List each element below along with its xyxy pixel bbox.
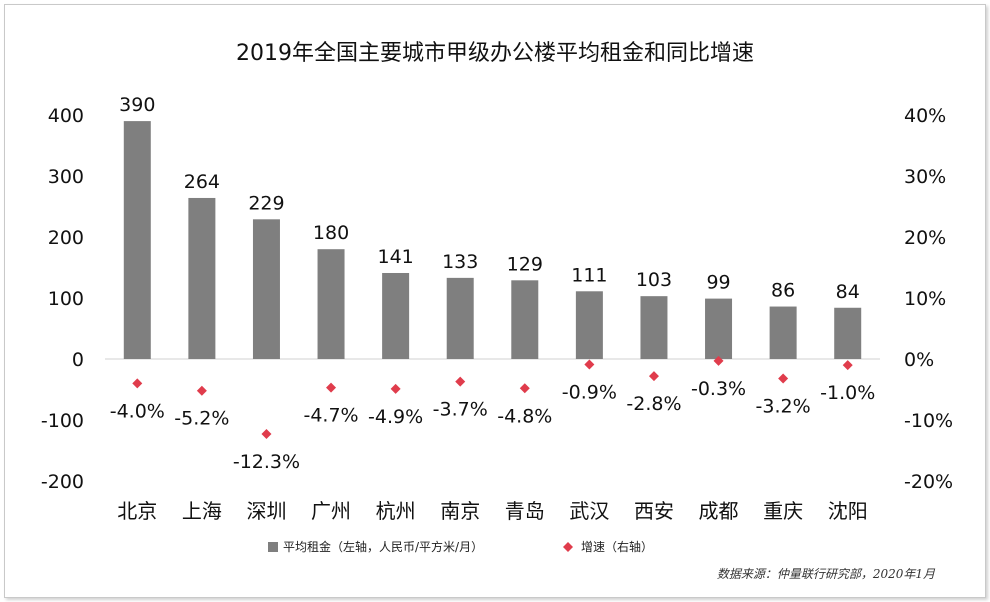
right-tick-label: 40% bbox=[904, 105, 946, 127]
category-label: 成都 bbox=[699, 499, 739, 523]
bar bbox=[446, 277, 474, 359]
growth-marker bbox=[390, 383, 401, 394]
growth-value-label: -1.0% bbox=[820, 382, 875, 404]
left-tick-label: -100 bbox=[41, 410, 84, 432]
left-tick-label: 100 bbox=[48, 288, 84, 310]
growth-value-label: -4.0% bbox=[110, 400, 165, 422]
growth-marker bbox=[842, 360, 853, 371]
right-tick-label: 0% bbox=[904, 349, 934, 371]
growth-marker bbox=[648, 371, 659, 382]
bar-value-label: 390 bbox=[119, 94, 155, 116]
category-labels: 北京 上海 深圳 广州 杭州 南京 青岛 武汉 西安 成都 重庆 沈阳 bbox=[117, 499, 867, 523]
chart-title: 2019年全国主要城市甲级办公楼平均租金和同比增速 bbox=[236, 41, 754, 66]
growth-marker bbox=[778, 373, 789, 384]
bar bbox=[188, 197, 216, 359]
left-tick-label: 0 bbox=[72, 349, 84, 371]
growth-value-label: -5.2% bbox=[174, 408, 229, 430]
bar bbox=[382, 272, 410, 359]
growth-marker bbox=[196, 385, 207, 396]
right-tick-label: -20% bbox=[904, 471, 953, 493]
category-label: 北京 bbox=[117, 499, 157, 523]
category-label: 沈阳 bbox=[828, 499, 868, 523]
bar bbox=[575, 291, 603, 359]
category-label: 杭州 bbox=[376, 499, 416, 523]
bar-value-label: 99 bbox=[706, 272, 730, 294]
growth-marker bbox=[261, 429, 272, 440]
bar-value-label: 180 bbox=[313, 222, 349, 244]
bar-value-label: 141 bbox=[377, 246, 413, 268]
legend-bar-swatch bbox=[268, 542, 278, 552]
growth-value-label: -4.9% bbox=[368, 406, 423, 428]
category-label: 广州 bbox=[311, 499, 351, 523]
legend: 平均租金（左轴，人民币/平方米/月） 增速（右轴） bbox=[268, 539, 653, 554]
bar-value-label: 103 bbox=[636, 269, 672, 291]
growth-marker bbox=[519, 383, 530, 394]
left-tick-label: 200 bbox=[48, 227, 84, 249]
legend-growth-label: 增速（右轴） bbox=[581, 539, 653, 554]
bar-value-label: 86 bbox=[771, 280, 795, 302]
right-tick-label: 30% bbox=[904, 166, 946, 188]
growth-value-label: -2.8% bbox=[626, 393, 681, 415]
bar bbox=[511, 280, 539, 359]
growth-value-label: -12.3% bbox=[233, 451, 300, 473]
bar-value-label: 84 bbox=[836, 281, 860, 303]
growth-marker bbox=[713, 355, 724, 366]
category-label: 西安 bbox=[634, 499, 674, 523]
bar-series bbox=[123, 121, 862, 359]
right-axis: 40% 30% 20% 10% 0% -10% -20% bbox=[904, 105, 953, 493]
source-note: 数据来源：仲量联行研究部，2020年1月 bbox=[717, 567, 936, 581]
left-tick-label: 300 bbox=[48, 166, 84, 188]
category-label: 重庆 bbox=[763, 499, 803, 523]
bar bbox=[769, 306, 797, 359]
category-label: 上海 bbox=[182, 499, 222, 523]
category-label: 深圳 bbox=[246, 499, 286, 523]
left-tick-label: 400 bbox=[48, 105, 84, 127]
bar-value-label: 229 bbox=[248, 192, 284, 214]
bar bbox=[123, 121, 151, 359]
growth-marker bbox=[132, 378, 143, 389]
left-tick-label: -200 bbox=[41, 471, 84, 493]
growth-marker bbox=[326, 382, 337, 393]
growth-value-label: -3.7% bbox=[433, 399, 488, 421]
right-tick-label: 20% bbox=[904, 227, 946, 249]
category-label: 南京 bbox=[440, 499, 480, 523]
growth-marker bbox=[455, 376, 466, 387]
growth-data-labels: -4.0% -5.2%-12.3% -4.7% -4.9% -3.7% -4.8% -0.9… bbox=[110, 378, 876, 473]
bar-value-label: 129 bbox=[507, 253, 543, 275]
bar-value-label: 111 bbox=[571, 264, 607, 286]
legend-diamond-marker bbox=[563, 542, 573, 552]
category-label: 武汉 bbox=[569, 499, 609, 523]
growth-value-label: -0.9% bbox=[562, 381, 617, 403]
left-axis: 400 300 200 100 0 -100 -200 bbox=[41, 105, 84, 493]
growth-value-label: -3.2% bbox=[756, 396, 811, 418]
growth-value-label: -4.7% bbox=[303, 405, 358, 427]
bar bbox=[834, 307, 862, 359]
bar bbox=[252, 219, 280, 359]
growth-value-label: -0.3% bbox=[691, 378, 746, 400]
legend-bar-label: 平均租金（左轴，人民币/平方米/月） bbox=[283, 539, 483, 554]
chart-frame bbox=[4, 4, 986, 598]
bar bbox=[317, 249, 345, 359]
bar bbox=[640, 296, 668, 359]
category-label: 青岛 bbox=[505, 499, 545, 523]
right-tick-label: -10% bbox=[904, 410, 953, 432]
growth-series bbox=[132, 355, 853, 440]
bar bbox=[705, 298, 733, 359]
bar-value-label: 133 bbox=[442, 251, 478, 273]
growth-marker bbox=[584, 359, 595, 370]
growth-value-label: -4.8% bbox=[497, 405, 552, 427]
bar-value-label: 264 bbox=[184, 171, 220, 193]
right-tick-label: 10% bbox=[904, 288, 946, 310]
bar-data-labels: 390 264 229 180 141 133 129 111 103 99 86 84 bbox=[119, 94, 860, 303]
